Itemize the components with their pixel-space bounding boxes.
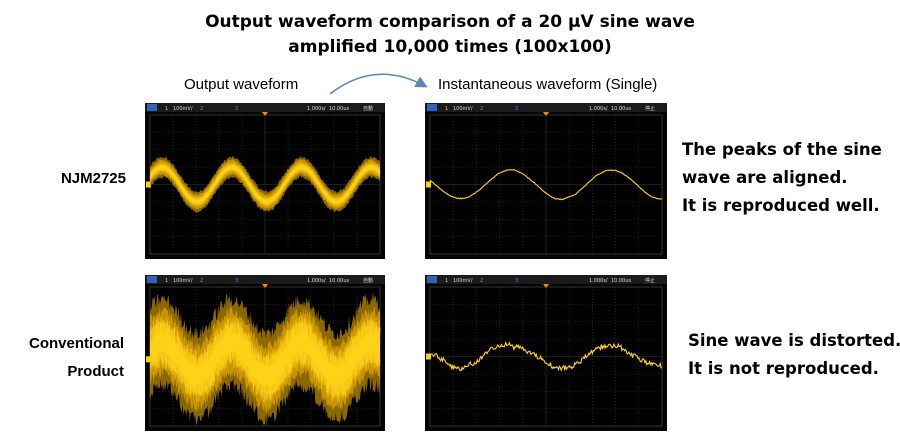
- scope-channel-label: 1: [445, 106, 448, 112]
- channel1-ground-marker-icon: [426, 181, 431, 188]
- scope-channel3-label: 3: [235, 278, 238, 284]
- column-header-instantaneous: Instantaneous waveform (Single): [438, 76, 658, 93]
- scope-volts-per-div: 100mV/: [173, 278, 193, 284]
- scope-channel3-label: 3: [515, 106, 518, 112]
- scope-channel3-label: 3: [515, 278, 518, 284]
- scope-njm2725-output: 1 100mV/2 3 1.000s/10.00us 自動: [145, 103, 385, 259]
- comment-njm2725: The peaks of the sine wave are aligned. …: [682, 140, 882, 215]
- scope-channel2-label: 2: [480, 278, 483, 284]
- scope-channel3-label: 3: [235, 106, 238, 112]
- scope-status-bar: [145, 103, 385, 112]
- scope-status-bar: [425, 275, 667, 284]
- scope-logo-icon: [147, 276, 157, 283]
- channel1-ground-marker-icon: [146, 181, 151, 188]
- scope-volts-per-div: 100mV/: [173, 106, 193, 112]
- scope-channel-label: 1: [165, 278, 168, 284]
- column-header-output: Output waveform: [184, 76, 299, 93]
- trigger-marker-icon: [543, 284, 549, 288]
- scope-status-bar: [145, 275, 385, 284]
- single-shot-trace: [429, 168, 663, 201]
- channel1-ground-marker-icon: [146, 356, 151, 363]
- scope-volts-per-div: 100mV/: [453, 278, 473, 284]
- persistence-trace-7: [149, 319, 380, 403]
- scope-conventional-output: 1 100mV/2 3 1.000s/10.00us 自動: [145, 275, 385, 431]
- scope-time-offset: 10.00us: [329, 106, 349, 112]
- scope-svg: 1 100mV/2 3 1.000s/10.00us 停止: [425, 275, 667, 427]
- scope-status-bar: [425, 103, 667, 112]
- trigger-marker-icon: [262, 112, 268, 116]
- scope-time-per-div: 1.000s/: [589, 106, 608, 112]
- persistence-trace-3: [149, 164, 381, 205]
- scope-run-mode: 停止: [645, 105, 655, 112]
- scope-channel-label: 1: [165, 106, 168, 112]
- scope-time-per-div: 1.000s/: [307, 278, 326, 284]
- scope-time-per-div: 1.000s/: [307, 106, 326, 112]
- persistence-trace-6: [149, 316, 381, 403]
- scope-logo-icon: [147, 104, 157, 111]
- scope-svg: 1 100mV/2 3 1.000s/10.00us 停止: [425, 103, 667, 255]
- scope-channel2-label: 2: [480, 106, 483, 112]
- scope-run-mode: 停止: [645, 277, 655, 284]
- persistence-trace-2: [149, 164, 381, 205]
- curved-arrow-icon: [329, 73, 428, 95]
- scope-njm2725-single: 1 100mV/2 3 1.000s/10.00us 停止: [425, 103, 667, 259]
- scope-logo-icon: [427, 104, 437, 111]
- scope-run-mode: 自動: [363, 105, 373, 112]
- comment-conventional: Sine wave is distorted. It is not reprod…: [688, 331, 900, 378]
- scope-time-per-div: 1.000s/: [589, 278, 608, 284]
- trigger-marker-icon: [262, 284, 268, 288]
- scope-conventional-single: 1 100mV/2 3 1.000s/10.00us 停止: [425, 275, 667, 431]
- row-label-njm2725: NJM2725: [60, 170, 126, 187]
- scope-time-offset: 10.00us: [611, 106, 631, 112]
- scope-channel2-label: 2: [200, 106, 203, 112]
- row-label-conventional: Conventional Product: [28, 335, 124, 380]
- scope-run-mode: 自動: [363, 277, 373, 284]
- scope-logo-icon: [427, 276, 437, 283]
- scope-svg: 1 100mV/2 3 1.000s/10.00us 自動: [145, 103, 385, 255]
- single-shot-trace: [429, 340, 663, 372]
- chart-title-line1: Output waveform comparison of a 20 μV si…: [205, 12, 695, 32]
- scope-svg: 1 100mV/2 3 1.000s/10.00us 自動: [145, 275, 385, 427]
- scope-volts-per-div: 100mV/: [453, 106, 473, 112]
- trigger-marker-icon: [543, 112, 549, 116]
- chart-title-line2: amplified 10,000 times (100x100): [288, 37, 612, 57]
- scope-channel-label: 1: [445, 278, 448, 284]
- scope-channel2-label: 2: [200, 278, 203, 284]
- scope-time-offset: 10.00us: [329, 278, 349, 284]
- channel1-ground-marker-icon: [426, 353, 431, 360]
- scope-time-offset: 10.00us: [611, 278, 631, 284]
